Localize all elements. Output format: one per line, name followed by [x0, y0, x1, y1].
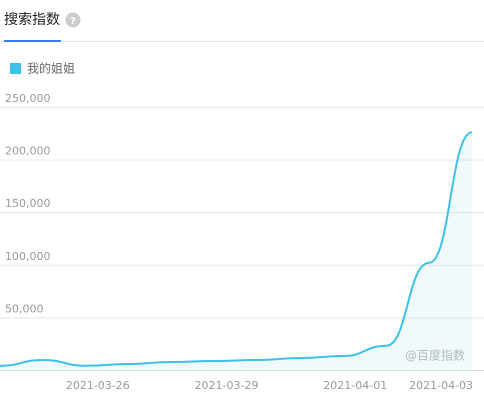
watermark: @百度指数 [405, 348, 465, 363]
legend-swatch [10, 63, 21, 74]
help-icon[interactable] [65, 12, 81, 28]
legend-label: 我的姐姐 [27, 61, 75, 76]
x-tick-label: 2021-03-29 [195, 379, 259, 392]
tab-underline [4, 40, 61, 42]
x-tick-label: 2021-04-03 [409, 379, 473, 392]
y-tick-label: 250,000 [5, 92, 51, 105]
y-tick-label: 200,000 [5, 145, 51, 158]
area [0, 132, 472, 370]
y-tick-label: 100,000 [5, 250, 51, 263]
help-icon-mark: ? [70, 16, 76, 27]
x-tick-label: 2021-04-01 [323, 379, 387, 392]
tab-title[interactable]: 搜索指数 [4, 11, 60, 28]
line [0, 131, 473, 367]
y-tick-label: 50,000 [5, 302, 44, 315]
x-tick-label: 2021-03-26 [66, 379, 130, 392]
y-tick-label: 150,000 [5, 197, 51, 210]
